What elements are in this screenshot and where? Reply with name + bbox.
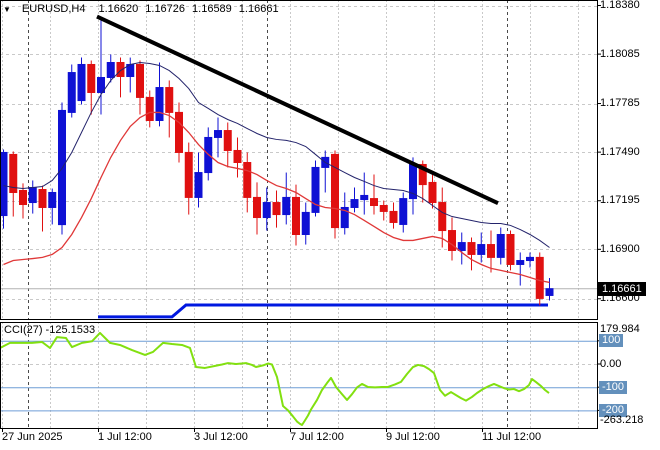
candle-body-bear (487, 244, 495, 258)
time-axis-label: 27 Jun 2025 (2, 431, 63, 443)
candle-body-bear (116, 62, 125, 78)
symbol-dropdown-icon[interactable]: ▼ (3, 4, 11, 14)
candle-body-bull (360, 194, 369, 201)
candle-body-bull (194, 172, 203, 198)
candle-body-bear (272, 202, 281, 216)
candle-body-bear (136, 63, 144, 98)
candle-body-bear (9, 153, 18, 193)
candle-body-bull (350, 199, 359, 208)
candle-body-bull (155, 87, 164, 121)
ohlc-close: 1.16661 (238, 3, 279, 15)
candle-body-bull (97, 76, 105, 93)
candle-body-bear (389, 210, 398, 223)
candle-body-bull (311, 166, 320, 213)
ohlc-low: 1.16589 (192, 3, 232, 15)
price-axis-label: 1.18380 (600, 0, 640, 11)
candle-body-bull (48, 191, 57, 208)
candle-body-bull (262, 202, 271, 219)
cci-axis-tag: -100 (599, 380, 628, 394)
candle-body-bear (165, 87, 174, 113)
candle-body-bear (379, 205, 388, 212)
candle-body-bear (331, 153, 339, 229)
time-axis-label: 11 Jul 12:00 (482, 431, 542, 443)
candle-body-bull (496, 233, 505, 258)
candle-body-bear (438, 202, 447, 232)
price-axis-label: 1.17785 (600, 97, 640, 110)
candle-body-bear (38, 189, 47, 208)
time-axis-label: 9 Jul 12:00 (386, 431, 440, 443)
candle-body-bear (145, 96, 154, 121)
candle-body-bear (243, 162, 252, 198)
ma-line-navy (3, 61, 550, 248)
candle-body-bear (87, 63, 96, 93)
price-axis-label: 1.18085 (600, 47, 640, 60)
current-price-tag: 1.16661 (598, 281, 646, 296)
candle-body-bull (399, 198, 408, 225)
candle-body-bull (477, 244, 486, 255)
candle-body-bear (223, 130, 232, 151)
candle-body-bear (535, 256, 544, 299)
candle-body-bull (214, 130, 222, 138)
candle-body-bear (175, 111, 183, 153)
candle-body-bear (448, 230, 456, 251)
price-axis-label: 1.17490 (600, 145, 640, 158)
time-axis-label: 3 Jul 12:00 (194, 431, 248, 443)
indicator-label: CCI(27) -125.1533 (4, 324, 96, 336)
candle-body-bear (253, 196, 261, 219)
price-axis-label: 1.17195 (600, 194, 640, 207)
cci-panel-border (0, 322, 598, 429)
ma-line-red (3, 111, 550, 284)
candle-body-bull (28, 187, 37, 204)
candle-body-bull (106, 62, 115, 78)
candle-body-bear (428, 181, 437, 204)
candle-body-bear (19, 190, 27, 206)
candle-body-bear (467, 242, 476, 255)
price-axis-label: 1.16900 (600, 242, 640, 255)
candle-body-bull (516, 260, 525, 265)
cci-axis-tag: 100 (599, 334, 624, 348)
candle-body-bull (282, 196, 291, 216)
candle-body-bear (184, 151, 193, 198)
cci-axis-label: 179.984 (600, 323, 640, 335)
symbol-label: EURUSD,H4 (21, 3, 86, 15)
time-axis-label: 7 Jul 12:00 (290, 431, 344, 443)
candle-body-bull (526, 256, 534, 262)
candle-body-bull (67, 72, 76, 113)
chart-header: ▼ EURUSD,H4 1.16620 1.16726 1.16589 1.16… (3, 3, 279, 15)
candle-body-bull (457, 242, 466, 251)
trendline (96, 14, 499, 206)
candle-body-bull (301, 211, 310, 235)
support-line[interactable] (98, 303, 548, 319)
candle-body-bear (506, 233, 515, 265)
candle-body-bear (418, 163, 427, 186)
candle-body-bear (233, 149, 242, 164)
candle-body-bull (340, 206, 349, 229)
candle-body-bull (0, 151, 8, 217)
cci-axis-tag: -200 (599, 403, 628, 417)
cci-axis-label: 0.00 (600, 357, 622, 370)
candle-body-bear (370, 198, 378, 206)
candle-body-bear (292, 196, 300, 235)
price-panel-border (0, 0, 598, 320)
candle-body-bull (77, 63, 86, 102)
ohlc-open: 1.16620 (98, 3, 139, 15)
time-axis-label: 1 Jul 12:00 (98, 431, 152, 443)
candle-body-bull (545, 288, 554, 296)
cci-axis-label: -263.218 (600, 414, 644, 426)
cci-line (0, 331, 550, 427)
ohlc-high: 1.16726 (145, 3, 186, 15)
